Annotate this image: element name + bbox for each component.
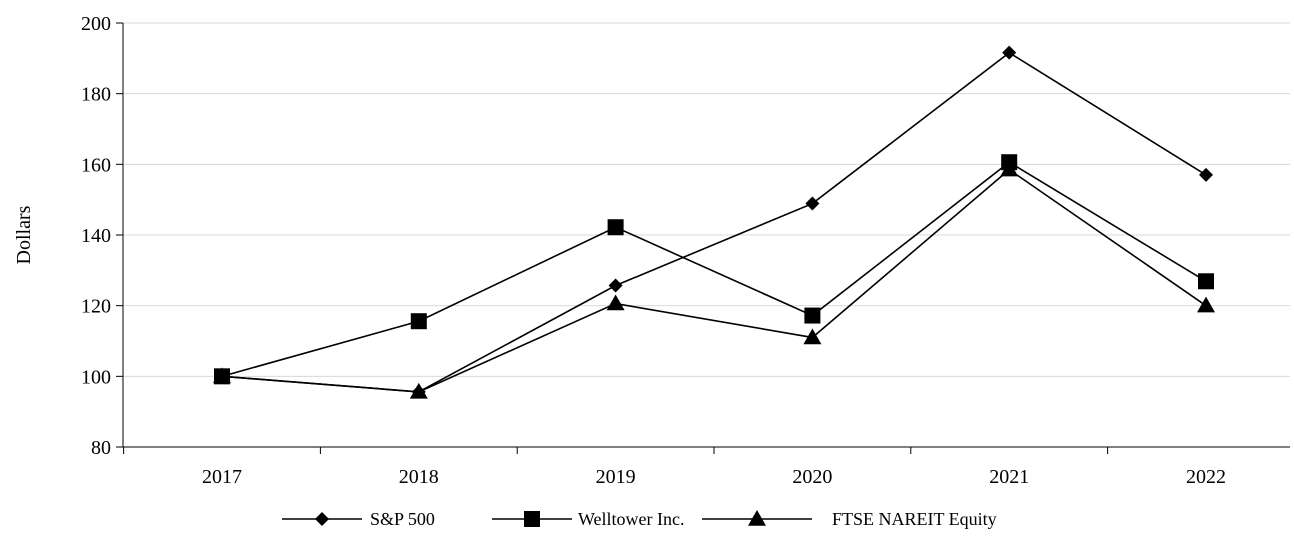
y-tick-label: 120: [81, 296, 111, 318]
legend-item: S&P 500: [282, 509, 435, 529]
data-point-triangle: [606, 294, 625, 311]
data-point-square: [804, 307, 821, 324]
axes: [116, 22, 1290, 454]
y-tick-label: 140: [81, 225, 111, 247]
data-point-triangle: [409, 382, 428, 399]
gridlines: [123, 22, 1290, 377]
series-diamond: [215, 45, 1213, 399]
data-point-square: [1198, 273, 1214, 290]
data-point-triangle: [1000, 160, 1019, 177]
data-point-diamond: [1199, 167, 1213, 182]
y-tick-label: 200: [81, 13, 111, 35]
legend-label: S&P 500: [370, 509, 435, 529]
y-tick-labels: 80 100 120 140 160 180 200: [81, 13, 111, 459]
legend-marker-diamond: [315, 512, 329, 526]
legend: S&P 500 Welltower Inc. FTSE NAREIT Equity: [282, 509, 997, 529]
x-tick-label: 2020: [792, 466, 832, 488]
data-point-triangle: [803, 328, 822, 345]
x-tick-labels: 2017 2018 2019 2020 2021 2022: [202, 466, 1226, 488]
data-point-triangle: [1197, 296, 1215, 313]
series-line: [221, 51, 1207, 393]
x-tick-label: 2022: [1186, 466, 1226, 488]
legend-item: FTSE NAREIT Equity: [702, 509, 997, 529]
data-point-diamond: [805, 196, 820, 211]
x-tick-label: 2017: [202, 466, 242, 488]
series-line: [221, 161, 1207, 378]
legend-marker-square: [524, 511, 540, 527]
y-tick-label: 160: [81, 154, 111, 176]
legend-item: Welltower Inc.: [492, 509, 685, 529]
series-square: [214, 154, 1214, 385]
y-axis-title: Dollars: [13, 205, 35, 264]
series-line: [221, 168, 1207, 393]
y-tick-label: 100: [81, 366, 111, 388]
legend-label: FTSE NAREIT Equity: [832, 509, 997, 529]
data-point-square: [607, 219, 624, 236]
x-tick-label: 2019: [596, 466, 636, 488]
data-point-diamond: [608, 278, 623, 293]
legend-label: Welltower Inc.: [578, 509, 685, 529]
data-point-triangle: [213, 367, 231, 384]
series-triangle: [213, 160, 1215, 399]
data-point-square: [410, 313, 427, 330]
series: [213, 45, 1215, 399]
y-tick-label: 180: [81, 84, 111, 106]
x-tick-label: 2021: [989, 466, 1029, 488]
data-point-diamond: [1002, 45, 1017, 60]
y-tick-label: 80: [91, 437, 111, 459]
x-tick-label: 2018: [399, 466, 439, 488]
legend-marker-triangle: [748, 510, 766, 526]
